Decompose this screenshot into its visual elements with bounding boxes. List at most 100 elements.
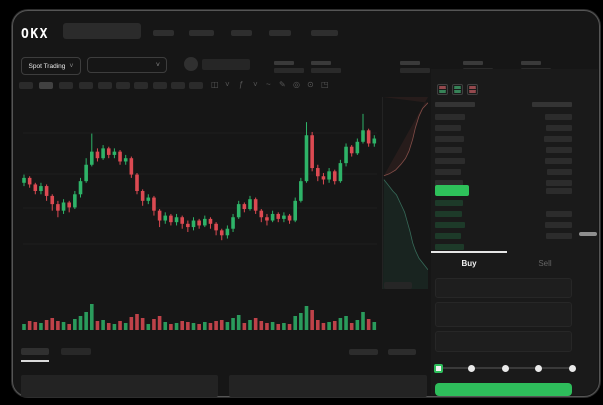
candle-body xyxy=(101,148,105,159)
orderbook-combined-icon[interactable] xyxy=(437,84,448,95)
line-tool-icon[interactable]: ~ xyxy=(266,80,271,89)
chart-type-icon[interactable]: ◫ xyxy=(211,80,219,89)
ask-row-price[interactable] xyxy=(435,147,462,153)
ask-row-price[interactable] xyxy=(435,180,463,186)
timeframe-button[interactable] xyxy=(59,82,73,89)
total-input[interactable] xyxy=(435,331,572,352)
candle-body xyxy=(203,218,207,226)
candle-body xyxy=(112,151,117,155)
bid-row-price[interactable] xyxy=(435,222,465,228)
bottom-action-placeholder-2[interactable] xyxy=(388,349,416,355)
candle-body xyxy=(242,204,247,210)
amount-input[interactable] xyxy=(435,302,572,327)
slider-stop-dot[interactable] xyxy=(568,364,576,372)
volume-bar xyxy=(33,322,38,330)
chevron-down-icon[interactable]: ˅ xyxy=(225,80,230,89)
ask-row-price[interactable] xyxy=(435,136,464,142)
timeframe-button[interactable] xyxy=(79,82,93,89)
candle-body xyxy=(265,217,269,221)
tab-buy[interactable]: Buy xyxy=(461,259,477,268)
candle-body xyxy=(287,215,292,221)
stat-label-placeholder xyxy=(274,61,294,65)
candle-body xyxy=(146,197,151,201)
last-price-badge[interactable] xyxy=(435,185,469,196)
bid-row-price[interactable] xyxy=(435,200,463,206)
okx-logo[interactable]: OKX xyxy=(21,27,49,42)
candle-body xyxy=(361,130,365,142)
slider-stop-dot[interactable] xyxy=(535,364,542,372)
depth-asks-line xyxy=(383,102,428,177)
indicators-icon[interactable]: ƒ xyxy=(239,80,244,89)
bid-row-price[interactable] xyxy=(435,211,462,217)
slider-handle[interactable] xyxy=(433,363,443,373)
volume-bar xyxy=(236,315,241,330)
nav-item[interactable] xyxy=(153,30,174,36)
fullscreen-icon[interactable]: ◳ xyxy=(321,80,329,89)
volume-bar xyxy=(282,323,286,330)
screenshot-icon[interactable]: ◎ xyxy=(293,80,300,89)
nav-item[interactable] xyxy=(269,30,291,36)
ask-row-amount xyxy=(546,147,572,153)
timeframe-button[interactable] xyxy=(171,82,185,89)
depth-chart[interactable] xyxy=(382,97,428,289)
volume-bar xyxy=(332,321,337,330)
bottom-tab-1[interactable] xyxy=(21,348,49,355)
bottom-tab-2[interactable] xyxy=(61,348,91,355)
volume-bar xyxy=(293,316,297,330)
ask-row-price[interactable] xyxy=(435,158,465,164)
price-chart[interactable] xyxy=(21,96,381,346)
timeframe-button[interactable] xyxy=(39,82,53,89)
chevron-down-icon[interactable]: ˅ xyxy=(253,80,258,89)
candle-body xyxy=(344,146,348,164)
candle-body xyxy=(27,177,32,185)
bid-row-price[interactable] xyxy=(435,233,461,239)
app-window: OKX Spot Trading ˅ ˅ ◫ ˅ ƒ ˅ ~ ✎ ◎ ⊙ ◳ Buy Sell xyxy=(12,10,600,397)
volume-bar xyxy=(135,314,139,330)
timeframe-button[interactable] xyxy=(134,82,148,89)
bottom-action-placeholder-1[interactable] xyxy=(349,349,378,355)
settings-icon[interactable]: ⊙ xyxy=(307,80,314,89)
depth-bids-area xyxy=(383,179,428,289)
volume-bar xyxy=(265,323,269,330)
buy-button[interactable] xyxy=(435,383,572,396)
search-input[interactable] xyxy=(63,23,141,39)
timeframe-button[interactable] xyxy=(19,82,33,89)
bid-row-amount xyxy=(546,233,572,239)
market-type-dropdown[interactable]: Spot Trading ˅ xyxy=(21,57,81,75)
volume-bar xyxy=(304,306,309,330)
timeframe-button[interactable] xyxy=(153,82,167,89)
draw-tool-icon[interactable]: ✎ xyxy=(279,80,286,89)
tab-sell[interactable]: Sell xyxy=(538,259,552,268)
scrollbar-thumb[interactable] xyxy=(579,232,597,236)
ask-row-amount xyxy=(545,114,572,120)
depth-footer-placeholder xyxy=(384,282,412,289)
candle-body xyxy=(231,217,235,229)
nav-item[interactable] xyxy=(189,30,214,36)
timeframe-button[interactable] xyxy=(98,82,112,89)
ask-row-price[interactable] xyxy=(435,169,461,175)
orderbook-bids-only-icon[interactable] xyxy=(452,84,463,95)
candle-body xyxy=(22,177,26,183)
candle-body xyxy=(118,151,122,162)
volume-bar xyxy=(44,320,49,330)
slider-stop-dot[interactable] xyxy=(468,364,475,372)
volume-bar xyxy=(219,320,224,330)
ask-row-price[interactable] xyxy=(435,125,461,131)
candle-body xyxy=(310,135,314,169)
orderbook-asks-only-icon[interactable] xyxy=(467,84,478,95)
nav-item[interactable] xyxy=(311,30,338,36)
nav-item[interactable] xyxy=(231,30,252,36)
volume-bar xyxy=(101,320,105,330)
slider-stop-dot[interactable] xyxy=(501,364,509,372)
timeframe-button[interactable] xyxy=(189,82,203,89)
stat-label-placeholder xyxy=(463,61,483,65)
timeframe-button[interactable] xyxy=(116,82,130,89)
depth-bids-line xyxy=(383,179,428,271)
pair-selector-dropdown[interactable]: ˅ xyxy=(87,57,167,73)
candle-body xyxy=(169,215,173,223)
ask-row-price[interactable] xyxy=(435,114,465,120)
price-input[interactable] xyxy=(435,278,572,298)
candle-body xyxy=(152,197,156,211)
bid-row-price[interactable] xyxy=(435,244,464,250)
last-price-amount xyxy=(546,188,572,194)
